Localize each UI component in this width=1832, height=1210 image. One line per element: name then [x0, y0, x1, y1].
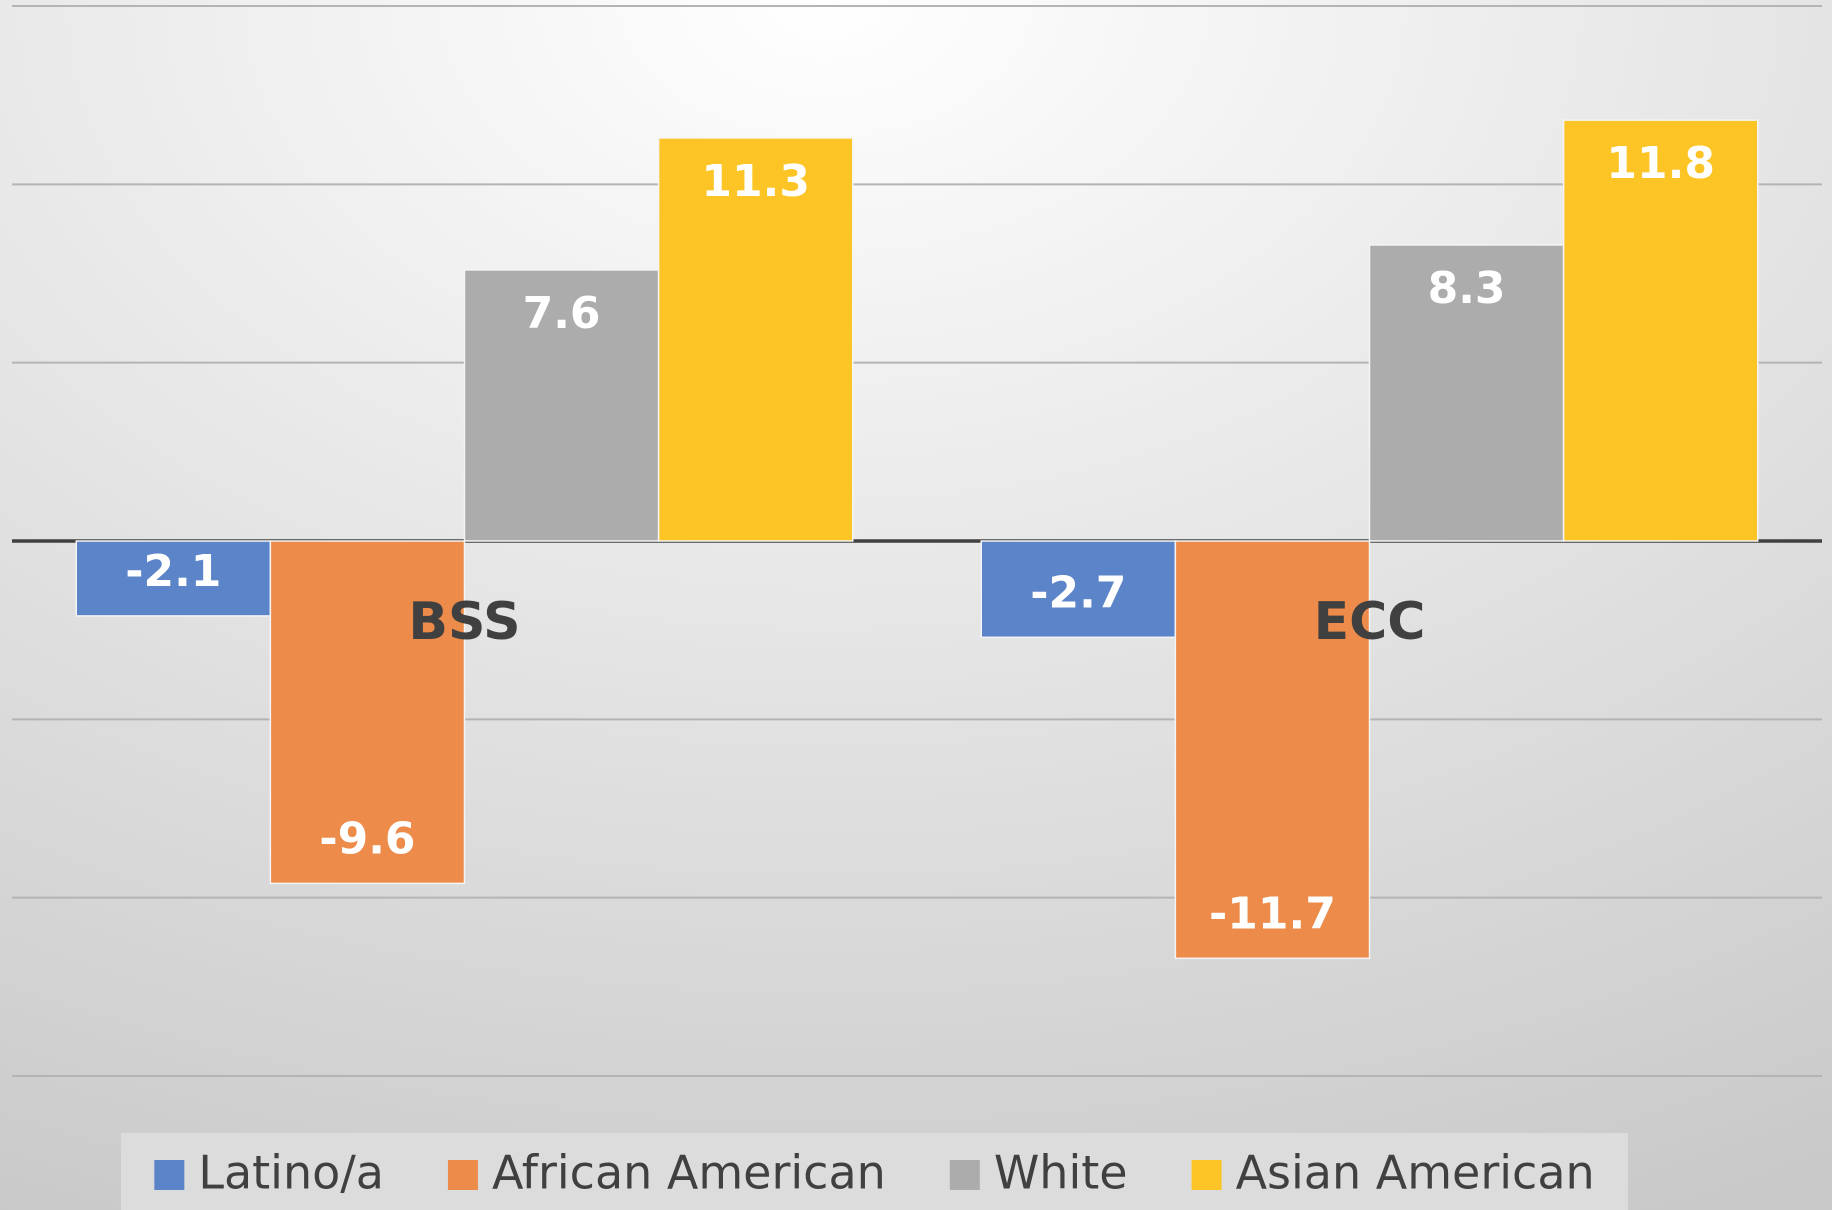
legend-swatch — [949, 1160, 980, 1190]
data-label: -2.1 — [125, 546, 221, 597]
bar — [463, 269, 660, 542]
data-label: 8.3 — [1428, 263, 1506, 314]
legend-label: African American — [492, 1146, 886, 1200]
data-label: 11.3 — [701, 156, 810, 207]
legend-label: Latino/a — [198, 1146, 384, 1200]
legend-swatch — [154, 1160, 185, 1190]
legend-label: Asian American — [1236, 1146, 1595, 1200]
category-label: ECC — [1314, 592, 1426, 652]
data-label: 7.6 — [523, 288, 601, 339]
legend-label: White — [994, 1146, 1128, 1200]
bar — [269, 540, 466, 885]
legend-box — [121, 1133, 1628, 1210]
bar — [75, 540, 272, 617]
legend-swatch — [1191, 1160, 1222, 1190]
data-label: -11.7 — [1209, 888, 1336, 939]
bar — [980, 540, 1177, 639]
bar — [1174, 540, 1371, 960]
data-label: -9.6 — [319, 813, 415, 864]
category-label: BSS — [408, 592, 520, 652]
data-label: -2.7 — [1030, 567, 1126, 618]
bar — [657, 137, 854, 542]
legend-swatch — [447, 1160, 478, 1190]
data-label: 11.8 — [1606, 138, 1715, 189]
bar — [1368, 244, 1565, 542]
bar — [1562, 119, 1759, 542]
